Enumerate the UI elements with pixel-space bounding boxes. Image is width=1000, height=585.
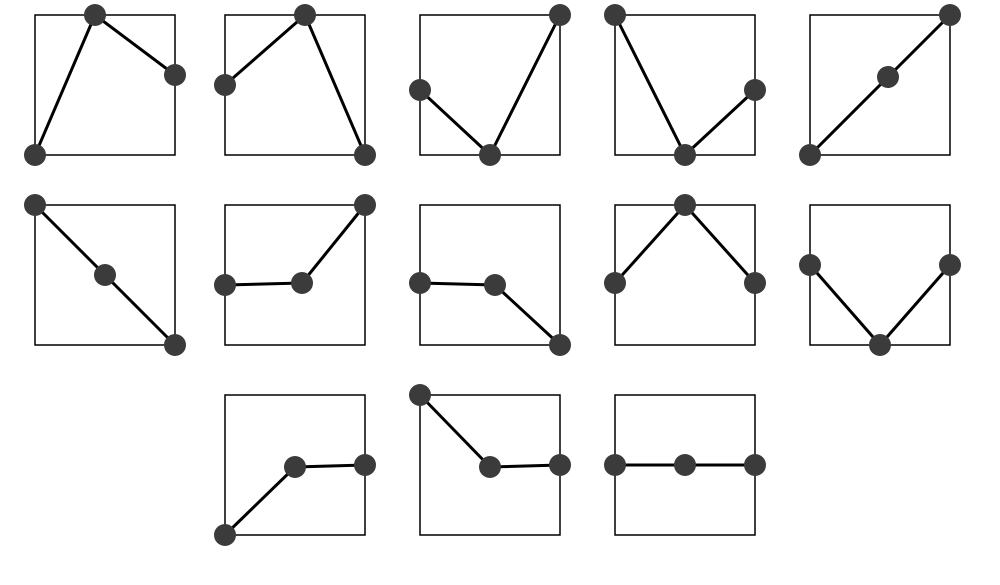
graph-node bbox=[214, 524, 236, 546]
bounding-box bbox=[420, 15, 560, 155]
cell-svg bbox=[420, 205, 560, 345]
graph-node bbox=[674, 194, 696, 216]
graph-node bbox=[291, 272, 313, 294]
graph-node bbox=[24, 144, 46, 166]
graph-node bbox=[549, 454, 571, 476]
bounding-box bbox=[35, 15, 175, 155]
graph-edge bbox=[420, 90, 490, 155]
graph-node bbox=[744, 79, 766, 101]
graph-node bbox=[484, 274, 506, 296]
graph-cell bbox=[420, 395, 560, 535]
cell-svg bbox=[225, 15, 365, 155]
cell-svg bbox=[420, 15, 560, 155]
graph-edge bbox=[305, 15, 365, 155]
graph-edge bbox=[810, 77, 888, 155]
cell-svg bbox=[225, 205, 365, 345]
graph-cell bbox=[615, 205, 755, 345]
cell-svg bbox=[420, 395, 560, 535]
graph-node bbox=[479, 456, 501, 478]
graph-edge bbox=[810, 265, 880, 345]
graph-edge bbox=[105, 275, 175, 345]
graph-edge bbox=[490, 15, 560, 155]
bounding-box bbox=[810, 205, 950, 345]
graph-edge bbox=[225, 15, 305, 85]
graph-cell bbox=[225, 15, 365, 155]
graph-cell bbox=[810, 15, 950, 155]
cell-svg bbox=[35, 15, 175, 155]
graph-node bbox=[674, 454, 696, 476]
graph-edge bbox=[420, 395, 490, 467]
graph-node bbox=[294, 4, 316, 26]
graph-cell bbox=[420, 205, 560, 345]
bounding-box bbox=[225, 15, 365, 155]
bounding-box bbox=[615, 15, 755, 155]
cell-svg bbox=[225, 395, 365, 535]
graph-cell bbox=[35, 15, 175, 155]
graph-node bbox=[744, 454, 766, 476]
graph-node bbox=[409, 384, 431, 406]
graph-edge bbox=[615, 205, 685, 283]
graph-node bbox=[799, 144, 821, 166]
bounding-box bbox=[615, 205, 755, 345]
graph-node bbox=[354, 194, 376, 216]
graph-edge bbox=[685, 205, 755, 283]
graph-node bbox=[354, 454, 376, 476]
graph-cell bbox=[615, 395, 755, 535]
graph-node bbox=[549, 334, 571, 356]
diagram-canvas bbox=[0, 0, 1000, 585]
graph-edge bbox=[302, 205, 365, 283]
graph-edge bbox=[35, 205, 105, 275]
graph-node bbox=[674, 144, 696, 166]
graph-edge bbox=[880, 265, 950, 345]
graph-node bbox=[24, 194, 46, 216]
graph-node bbox=[479, 144, 501, 166]
graph-node bbox=[94, 264, 116, 286]
graph-edge bbox=[420, 283, 495, 285]
graph-node bbox=[604, 272, 626, 294]
graph-node bbox=[799, 254, 821, 276]
graph-cell bbox=[225, 395, 365, 535]
graph-edge bbox=[615, 15, 685, 155]
cell-svg bbox=[615, 395, 755, 535]
cell-svg bbox=[810, 15, 950, 155]
graph-edge bbox=[225, 467, 295, 535]
graph-cell bbox=[225, 205, 365, 345]
graph-edge bbox=[35, 15, 95, 155]
graph-edge bbox=[888, 15, 950, 77]
graph-node bbox=[354, 144, 376, 166]
graph-node bbox=[409, 272, 431, 294]
cell-svg bbox=[615, 15, 755, 155]
cell-svg bbox=[35, 205, 175, 345]
graph-node bbox=[744, 272, 766, 294]
graph-node bbox=[214, 274, 236, 296]
graph-node bbox=[409, 79, 431, 101]
graph-cell bbox=[810, 205, 950, 345]
graph-node bbox=[869, 334, 891, 356]
graph-node bbox=[604, 454, 626, 476]
graph-node bbox=[604, 4, 626, 26]
graph-node bbox=[877, 66, 899, 88]
graph-node bbox=[284, 456, 306, 478]
graph-node bbox=[84, 4, 106, 26]
graph-edge bbox=[685, 90, 755, 155]
graph-cell bbox=[615, 15, 755, 155]
graph-edge bbox=[95, 15, 175, 75]
graph-node bbox=[939, 4, 961, 26]
graph-cell bbox=[420, 15, 560, 155]
graph-node bbox=[164, 64, 186, 86]
cell-svg bbox=[810, 205, 950, 345]
graph-cell bbox=[35, 205, 175, 345]
graph-edge bbox=[495, 285, 560, 345]
cell-svg bbox=[615, 205, 755, 345]
graph-node bbox=[939, 254, 961, 276]
graph-edge bbox=[225, 283, 302, 285]
graph-node bbox=[164, 334, 186, 356]
graph-node bbox=[214, 74, 236, 96]
graph-node bbox=[549, 4, 571, 26]
